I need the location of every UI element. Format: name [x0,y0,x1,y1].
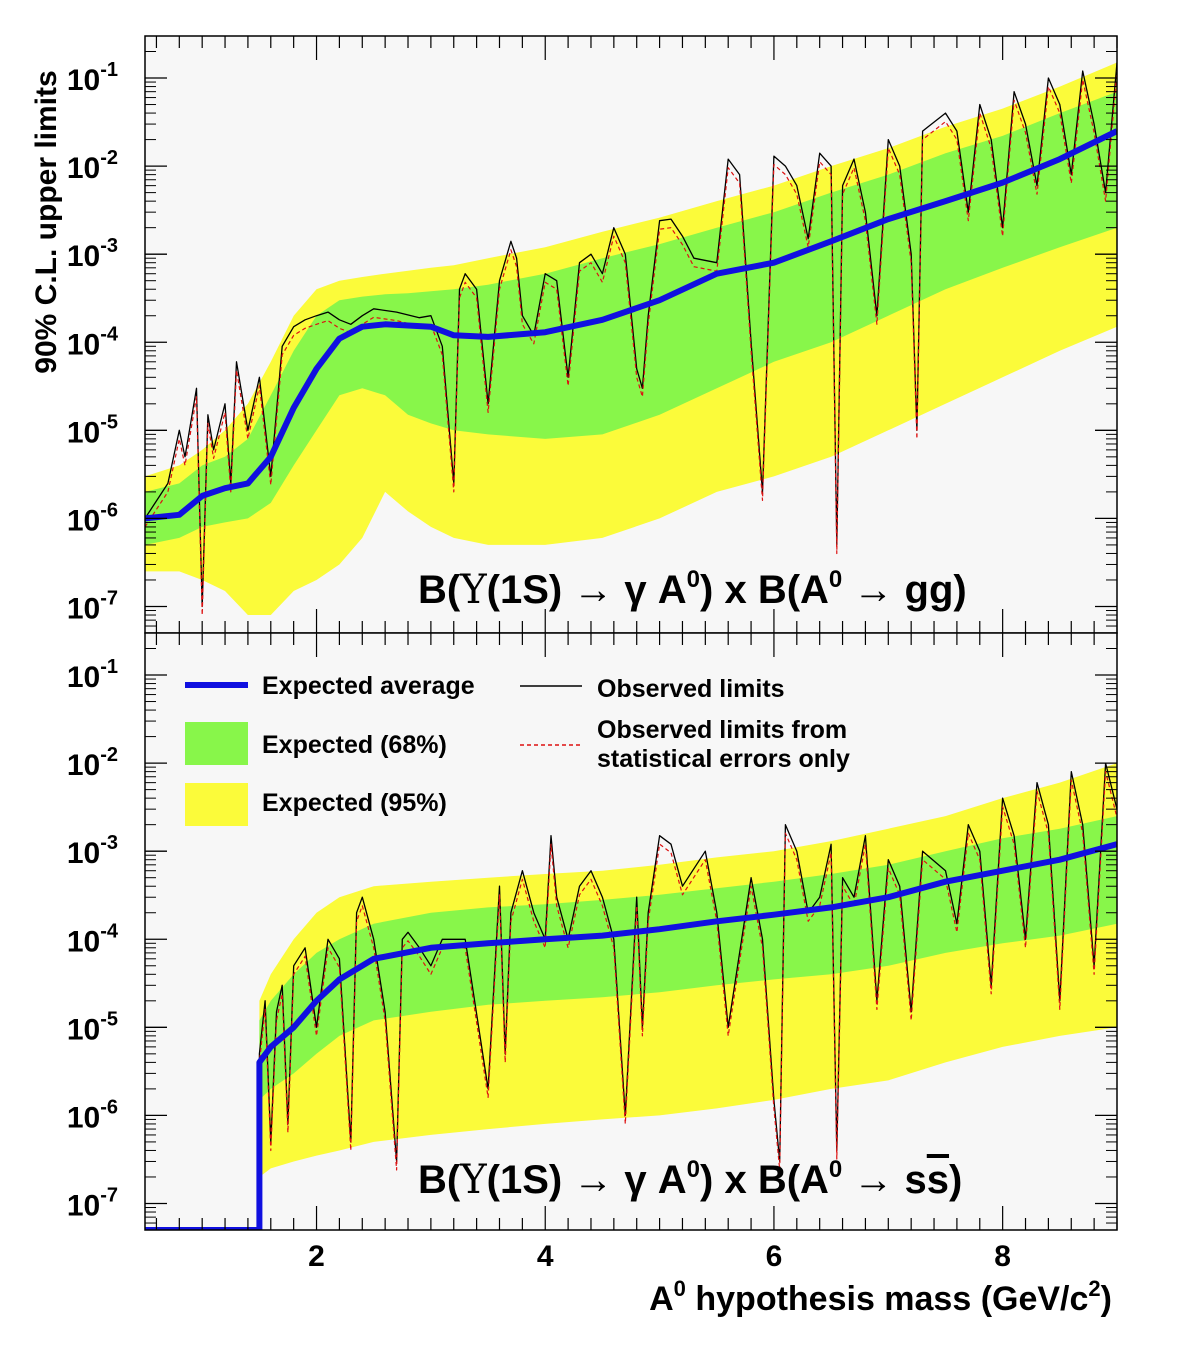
top-expected-average-line [145,128,1117,522]
bottom-observed-stat-line [258,771,1117,1230]
x-tick-label: 8 [994,1240,1011,1273]
legend-observed-stat-label-1: Observed limits from [597,716,847,744]
top-ytick-label: 10-3 [67,235,118,273]
top-ytick-label: 10-4 [67,323,119,361]
top-ytick-label: 10-2 [67,147,118,185]
bottom-ytick-label: 10-7 [67,1184,118,1222]
bottom-band-68 [259,816,1117,1100]
x-tick-label: 4 [537,1240,554,1273]
top-panel: 10-7 10-6 10-5 10-4 10-3 10-2 10-1 [67,35,1118,634]
bottom-ytick-label: 10-5 [67,1008,118,1046]
top-ytick-label: 10-1 [67,59,118,97]
bottom-expected-average-line [145,841,1117,1230]
legend-observed-stat-label-2: statistical errors only [597,745,850,773]
legend-observed-label: Observed limits [597,675,785,703]
legend-expected-95-label: Expected (95%) [262,789,447,817]
top-observed-stat-line [145,70,1117,616]
top-observed-line [145,62,1117,608]
legend-expected-68-swatch [185,722,248,765]
legend-expected-95-swatch [185,783,248,826]
bottom-ytick-label: 10-1 [67,656,118,694]
top-y-axis: 10-7 10-6 10-5 10-4 10-3 10-2 10-1 [67,51,1117,634]
bottom-panel: 10-7 10-6 10-5 10-4 10-3 10-2 10-1 2 4 6 8 [67,632,1118,1273]
legend: Expected average Expected (68%) Expected… [185,672,850,826]
bottom-plot-area [145,633,1117,1230]
bottom-y-axis: 10-7 10-6 10-5 10-4 10-3 10-2 10-1 [67,648,1117,1231]
bottom-ytick-label: 10-4 [67,920,119,958]
x-tick-label: 2 [308,1240,325,1273]
bottom-x-axis: 2 4 6 8 [155,633,1118,1273]
legend-expected-average-label: Expected average [262,672,475,700]
y-axis-title: 90% C.L. upper limits [30,70,63,373]
bottom-annotation: B(Υ(1S) → γ A0) x B(A0 → ss) [418,1156,962,1203]
bottom-ytick-label: 10-6 [67,1096,118,1134]
bottom-ytick-label: 10-3 [67,832,118,870]
x-tick-label: 6 [766,1240,783,1273]
x-axis-title: A0 hypothesis mass (GeV/c2) [649,1276,1112,1318]
top-annotation: B(Υ(1S) → γ A0) x B(A0 → gg) [418,566,967,613]
legend-expected-68-label: Expected (68%) [262,731,447,759]
top-ytick-label: 10-5 [67,411,118,449]
top-x-axis-ticks [155,36,1118,633]
top-ytick-label: 10-6 [67,499,118,537]
top-ytick-label: 10-7 [67,587,118,625]
bottom-ytick-label: 10-2 [67,744,118,782]
top-plot-area [145,36,1117,633]
bottom-frame [144,632,1118,1231]
